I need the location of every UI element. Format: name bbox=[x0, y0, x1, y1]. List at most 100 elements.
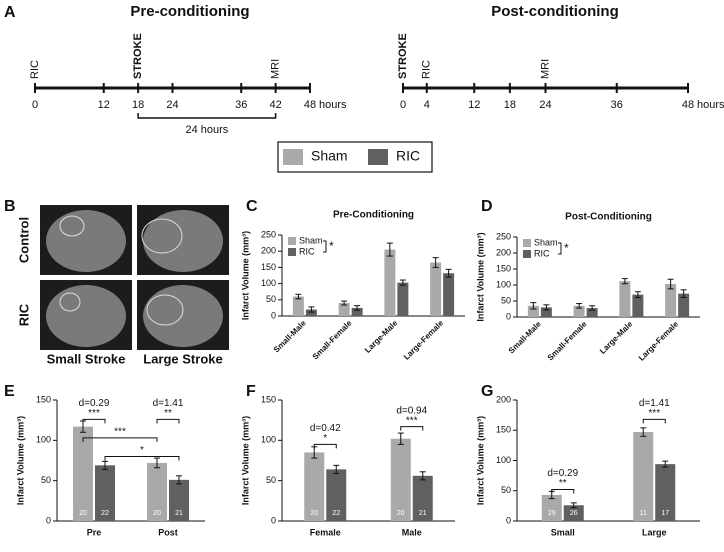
x-tick-label: Large-Male bbox=[363, 318, 400, 355]
count-label: 17 bbox=[661, 510, 669, 517]
y-tick-label: 250 bbox=[261, 229, 276, 239]
brain bbox=[46, 210, 126, 272]
bar bbox=[73, 426, 93, 521]
significance-bracket bbox=[82, 418, 106, 424]
annotation: *** bbox=[114, 427, 126, 438]
timeline-title: Post-conditioning bbox=[491, 3, 618, 20]
annotation: d=0.29 bbox=[547, 468, 578, 479]
bar bbox=[619, 281, 631, 317]
bar bbox=[665, 284, 677, 317]
bar bbox=[430, 262, 442, 316]
bar bbox=[586, 308, 598, 317]
y-axis-label: Infarct Volume (mm³) bbox=[475, 232, 485, 321]
bar bbox=[326, 469, 347, 521]
bar bbox=[541, 494, 562, 521]
legend-box bbox=[277, 141, 433, 173]
timeline-tick-label: 36 bbox=[611, 99, 623, 111]
y-tick-label: 0 bbox=[271, 515, 276, 525]
count-label: 20 bbox=[79, 510, 87, 517]
legend-swatch bbox=[523, 250, 531, 258]
annotation: * bbox=[323, 433, 327, 444]
chart-title: Post-Conditioning bbox=[565, 212, 652, 223]
legend-swatch bbox=[523, 239, 531, 247]
significance: * bbox=[564, 241, 569, 255]
timeline-event: MRI bbox=[539, 59, 551, 79]
bar bbox=[169, 479, 189, 521]
lesion-outline bbox=[59, 215, 85, 237]
panel-label: E bbox=[4, 383, 15, 400]
lesion-outline bbox=[59, 292, 81, 312]
timeline-tick-label: 42 bbox=[270, 99, 282, 111]
y-tick-label: 150 bbox=[36, 394, 51, 404]
bar bbox=[655, 464, 676, 521]
x-tick-label: Small-Male bbox=[272, 318, 308, 354]
panel-label: F bbox=[246, 383, 256, 400]
panel-label: D bbox=[481, 198, 493, 215]
brain bbox=[143, 210, 223, 272]
bar bbox=[563, 505, 584, 521]
y-tick-label: 0 bbox=[271, 310, 276, 320]
annotation: ** bbox=[164, 408, 172, 419]
timeline-tick-label: 48 bbox=[304, 99, 316, 111]
annotation: d=0.29 bbox=[79, 398, 110, 409]
legend-label: RIC bbox=[534, 248, 550, 258]
bar bbox=[397, 282, 409, 316]
timeline-title: Pre-conditioning bbox=[130, 3, 249, 20]
y-tick-label: 200 bbox=[496, 394, 511, 404]
timeline-unit: hours bbox=[697, 99, 724, 111]
timeline-event: MRI bbox=[270, 59, 282, 79]
significance-bracket bbox=[558, 242, 562, 255]
timeline-event: STROKE bbox=[132, 33, 144, 79]
bar bbox=[412, 475, 433, 521]
legend-label: Sham bbox=[311, 148, 348, 164]
significance-bracket bbox=[104, 455, 180, 461]
y-tick-label: 150 bbox=[496, 263, 511, 273]
bar bbox=[540, 307, 552, 317]
legend-label: RIC bbox=[299, 246, 315, 256]
span-bracket bbox=[137, 113, 277, 119]
y-tick-label: 50 bbox=[266, 294, 276, 304]
count-label: 22 bbox=[101, 510, 109, 517]
legend-swatch bbox=[288, 237, 296, 245]
significance-bracket bbox=[400, 426, 424, 431]
annotation: *** bbox=[88, 408, 100, 419]
y-tick-label: 200 bbox=[496, 247, 511, 257]
timeline-tick-label: 18 bbox=[132, 99, 144, 111]
legend-swatch bbox=[283, 149, 303, 165]
y-tick-label: 50 bbox=[501, 485, 511, 495]
panel-label: B bbox=[4, 198, 16, 215]
span-label: 24 hours bbox=[185, 124, 228, 136]
timeline-tick-label: 24 bbox=[539, 99, 551, 111]
annotation: ** bbox=[559, 478, 567, 489]
significance-bracket bbox=[82, 437, 158, 442]
x-tick-label: Large-Female bbox=[637, 319, 681, 363]
y-tick-label: 50 bbox=[266, 475, 276, 485]
annotation: d=1.41 bbox=[639, 398, 670, 409]
count-label: 20 bbox=[310, 510, 318, 517]
x-tick-label: Small-Female bbox=[546, 319, 589, 362]
bar bbox=[95, 465, 115, 521]
x-tick-label: Male bbox=[402, 527, 422, 537]
lesion-outline bbox=[141, 218, 183, 254]
bar bbox=[632, 294, 644, 317]
y-tick-label: 0 bbox=[506, 515, 511, 525]
count-label: 20 bbox=[153, 510, 161, 517]
x-tick-label: Large bbox=[642, 527, 667, 537]
bar bbox=[292, 296, 304, 316]
x-tick-label: Large-Male bbox=[598, 319, 635, 356]
row-label: Control bbox=[16, 217, 31, 263]
annotation: *** bbox=[648, 408, 660, 419]
y-tick-label: 150 bbox=[261, 394, 276, 404]
x-tick-label: Small-Male bbox=[507, 319, 543, 355]
x-tick-label: Large-Female bbox=[402, 318, 446, 362]
lesion-outline bbox=[146, 294, 184, 326]
y-tick-label: 200 bbox=[261, 246, 276, 256]
bar bbox=[633, 432, 654, 521]
y-tick-label: 250 bbox=[496, 231, 511, 241]
timeline-event: RIC bbox=[29, 60, 41, 79]
annotation: d=1.41 bbox=[153, 398, 184, 409]
legend-label: RIC bbox=[396, 148, 420, 164]
significance-bracket bbox=[313, 443, 337, 449]
bar bbox=[678, 293, 690, 317]
